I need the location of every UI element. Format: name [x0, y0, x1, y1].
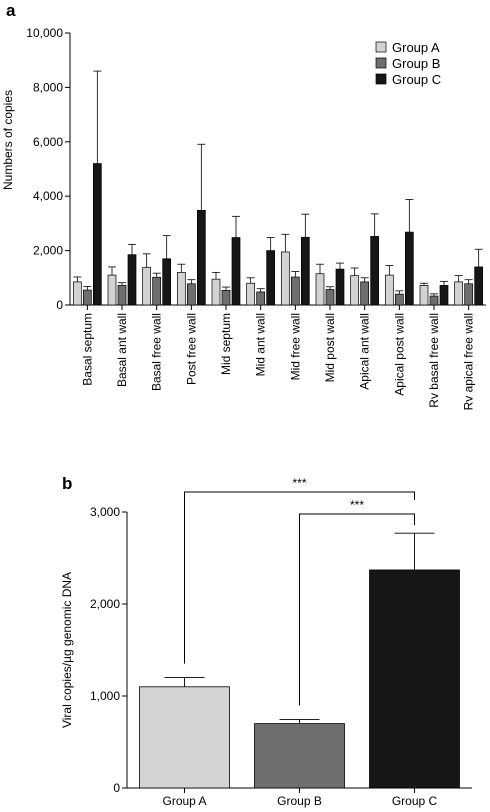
chart-a: a Numbers of copies 0 2,000 4,000 6,000 8,00…: [1, 1, 486, 410]
x-tick-label-a: Mid post wall: [323, 313, 337, 382]
y-axis-label-b: Viral copies/µg genomic DNA: [60, 572, 74, 728]
bar-a-group-c: [92, 163, 102, 306]
bracket-b-vs-c: [299, 513, 415, 706]
significance-annotations: *** ***: [184, 476, 415, 706]
bar-a-group-c: [231, 237, 241, 306]
y-tick-label-a: 8,000: [33, 80, 63, 94]
x-tick-label-a: Apical ant wall: [358, 313, 372, 390]
bar-a-group-b: [394, 293, 404, 306]
bar-a-group-a: [419, 285, 429, 306]
x-tick-label-b: Group B: [277, 794, 322, 808]
y-tick-label-a: 4,000: [33, 189, 63, 203]
bar-a-group-c: [370, 236, 380, 306]
x-tick-label-b: Group C: [392, 794, 438, 808]
panel-label-a: a: [6, 1, 16, 20]
bar-a-group-a: [107, 274, 117, 306]
significance-label-b-vs-c: ***: [350, 498, 364, 512]
bar-a-group-c: [474, 266, 484, 306]
bar-a-group-a: [280, 251, 290, 306]
x-tick-label-a: Basal free wall: [150, 313, 164, 391]
y-tick-label-b: 1,000: [90, 689, 120, 703]
bar-a-group-b: [360, 281, 370, 306]
bar-a-group-c: [335, 268, 345, 306]
bar-a-group-b: [256, 291, 266, 306]
bar-a-group-b: [325, 289, 335, 306]
bar-a-group-c: [266, 250, 276, 306]
bar-b-group-a: [139, 686, 230, 789]
legend-label: Group C: [392, 72, 441, 87]
x-tick-label-b: Group A: [162, 794, 206, 808]
y-tick-label-b: 3,000: [90, 505, 120, 519]
bar-a-group-b: [152, 276, 162, 306]
y-tick-label-b: 0: [113, 781, 120, 795]
y-axis-label-a: Numbers of copies: [1, 90, 15, 190]
legend-swatch-group-b: [375, 57, 387, 69]
bar-a-group-a: [211, 278, 221, 306]
bars-a: [72, 70, 484, 306]
y-tick-label-a: 0: [56, 298, 63, 312]
bar-a-group-a: [384, 274, 394, 306]
bar-a-group-b: [82, 289, 92, 306]
bar-a-group-b: [429, 295, 439, 306]
bar-a-group-c: [300, 236, 310, 306]
tick-labels-a: 0 2,000 4,000 6,000 8,000 10,000 Basal septum B…: [26, 26, 475, 410]
bar-a-group-b: [186, 283, 196, 306]
bar-a-group-b: [221, 289, 231, 306]
bar-a-group-a: [350, 275, 360, 306]
x-tick-label-a: Mid free wall: [288, 313, 302, 380]
legend-swatch-group-a: [375, 41, 387, 53]
x-tick-label-a: Basal septum: [80, 313, 94, 386]
bars-b: [139, 532, 460, 789]
significance-label-a-vs-c: ***: [292, 476, 306, 490]
tick-labels-b: 0 1,000 2,000 3,000 Group A Group B Group C: [90, 505, 438, 808]
x-tick-label-a: Basal ant wall: [115, 313, 129, 387]
bar-a-group-a: [142, 267, 152, 306]
bar-a-group-a: [246, 282, 256, 306]
x-tick-label-a: Rv apical free wall: [462, 313, 476, 410]
bar-a-group-c: [404, 231, 414, 306]
bar-b-group-b: [254, 723, 345, 789]
y-tick-label-a: 2,000: [33, 244, 63, 258]
bar-a-group-a: [454, 281, 464, 306]
legend-label: Group B: [392, 56, 440, 71]
bar-a-group-b: [464, 283, 474, 306]
bar-a-group-b: [117, 285, 127, 306]
bar-b-group-c: [369, 569, 460, 789]
bar-a-group-c: [127, 254, 137, 306]
panel-label-b: b: [62, 474, 72, 493]
x-tick-label-a: Post free wall: [184, 313, 198, 385]
bar-a-group-a: [176, 272, 186, 306]
bar-a-group-c: [439, 285, 449, 306]
y-tick-label-a: 6,000: [33, 135, 63, 149]
legend-swatch-group-c: [375, 73, 387, 85]
x-tick-label-a: Rv basal free wall: [427, 313, 441, 408]
chart-b: b Viral copies/µg genomic DNA 0 1,000 2,00…: [60, 474, 472, 808]
x-tick-label-a: Mid ant wall: [254, 313, 268, 376]
bar-a-group-a: [72, 281, 82, 306]
bar-a-group-b: [290, 276, 300, 306]
bar-a-group-c: [162, 258, 172, 306]
y-tick-label-b: 2,000: [90, 597, 120, 611]
legend-label: Group A: [392, 40, 440, 55]
axes-a: [65, 32, 486, 310]
x-tick-label-a: Mid septum: [219, 313, 233, 375]
bar-a-group-c: [196, 209, 206, 306]
x-tick-label-a: Apical post wall: [392, 313, 406, 396]
bracket-a-vs-c: [184, 491, 415, 664]
bar-a-group-a: [315, 273, 325, 306]
y-tick-label-a: 10,000: [26, 26, 63, 40]
